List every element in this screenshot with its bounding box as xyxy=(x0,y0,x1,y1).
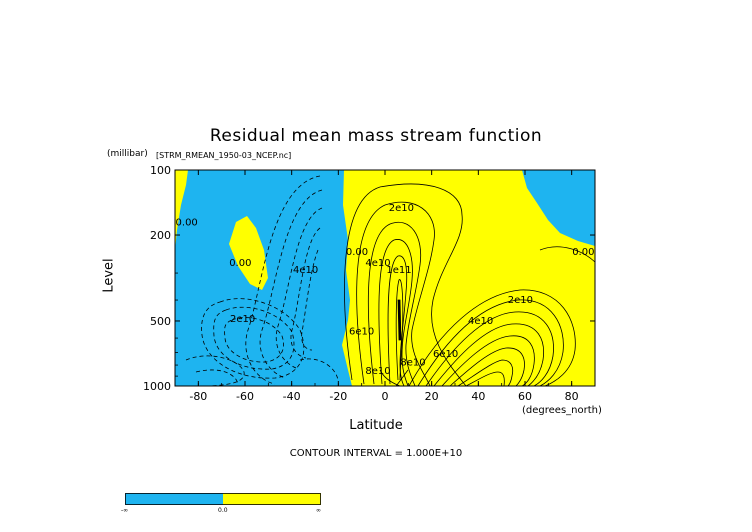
y-tick-label: 500 xyxy=(150,315,171,328)
contour-line-negative xyxy=(301,249,319,351)
contour-line-positive xyxy=(465,371,505,387)
x-tick-label: -20 xyxy=(329,390,347,403)
contour-line-positive xyxy=(379,369,401,387)
contour-max-core xyxy=(397,299,402,341)
x-tick-label: 0 xyxy=(382,390,389,403)
x-tick-label: -40 xyxy=(283,390,301,403)
contour-label: 0.00 xyxy=(176,217,198,228)
y-axis-label: Level xyxy=(101,258,117,293)
contour-label: 4e10 xyxy=(293,265,318,276)
contour-label: 0.00 xyxy=(572,247,594,258)
fill-positive-main xyxy=(342,170,595,386)
contour-line-positive xyxy=(378,239,413,387)
contour-line-positive xyxy=(367,221,422,387)
y-tick-label: 100 xyxy=(150,164,171,177)
contour-label: 2e10 xyxy=(389,203,414,214)
contour-line-negative xyxy=(224,317,284,363)
contour-line-positive xyxy=(449,347,525,387)
fill-positive-island xyxy=(229,216,268,290)
contour-line-positive xyxy=(441,335,535,387)
contour-label: 8e10 xyxy=(365,366,390,377)
contour-interval-note: CONTOUR INTERVAL = 1.000E+10 xyxy=(289,448,463,459)
x-axis-units: (degrees_north) xyxy=(522,405,602,416)
y-tick-label: 200 xyxy=(150,229,171,242)
contour-line-negative xyxy=(275,207,323,369)
contour-line-negative xyxy=(259,189,323,379)
contour-line-negative xyxy=(299,358,339,381)
contour-label: 4e10 xyxy=(365,258,390,269)
contour-line-negative xyxy=(245,175,321,385)
contour-label: 2e10 xyxy=(508,295,533,306)
x-tick-label: 40 xyxy=(471,390,485,403)
contour-line-negative xyxy=(195,369,239,385)
contour-label: 6e10 xyxy=(433,349,458,360)
contour-line-positive xyxy=(457,359,514,387)
chart-subtitle: [STRM_RMEAN_1950-03_NCEP.nc] xyxy=(156,151,292,160)
contour-line-positive xyxy=(395,279,404,381)
shaded-fill-regions xyxy=(161,170,595,386)
fill-positive-polar xyxy=(175,170,188,250)
contour-line-positive xyxy=(408,289,576,387)
x-tick-label: -60 xyxy=(236,390,254,403)
y-tick-label: 1000 xyxy=(143,380,171,393)
contour-line-negative xyxy=(213,306,295,370)
x-tick-label: 20 xyxy=(425,390,439,403)
x-tick-label: 80 xyxy=(565,390,579,403)
contour-line-positive xyxy=(344,183,467,387)
contour-label: 4e10 xyxy=(468,316,493,327)
legend-positive-swatch xyxy=(223,493,321,505)
contour-line-positive xyxy=(417,299,564,387)
contour-line-negative xyxy=(201,298,305,379)
chart-title: Residual mean mass stream function xyxy=(209,126,543,146)
x-axis-label: Latitude xyxy=(349,418,403,433)
legend-label-max: ∞ xyxy=(316,507,321,514)
contour-line-positive xyxy=(433,323,544,387)
axes: -80 -60 -40 -20 0 20 40 60 80 100 200 500 1000 xyxy=(143,164,596,403)
legend-negative-swatch xyxy=(125,493,223,505)
contour-labels: 0.000.004e102e100.002e104e101e116e108e10… xyxy=(176,203,595,377)
fill-missing-data xyxy=(161,340,175,386)
contour-label: 8e10 xyxy=(400,358,425,369)
contour-line-positive xyxy=(539,246,596,263)
x-tick-label: -80 xyxy=(189,390,207,403)
contour-label: 0.00 xyxy=(229,258,251,269)
legend-label-min: -∞ xyxy=(121,507,129,514)
contour-label: 6e10 xyxy=(349,327,374,338)
contour-line-positive xyxy=(395,369,409,387)
contour-label: 2e10 xyxy=(230,314,255,325)
y-axis-units: (millibar) xyxy=(107,149,148,159)
x-tick-label: 60 xyxy=(518,390,532,403)
contour-lines xyxy=(185,175,596,387)
contour-label: 0.00 xyxy=(346,247,368,258)
contour-line-positive xyxy=(425,311,554,387)
contour-line-negative xyxy=(185,355,245,387)
contour-label: 1e11 xyxy=(386,265,411,276)
color-legend-bar xyxy=(125,493,321,505)
legend-label-zero: 0.0 xyxy=(218,507,228,514)
